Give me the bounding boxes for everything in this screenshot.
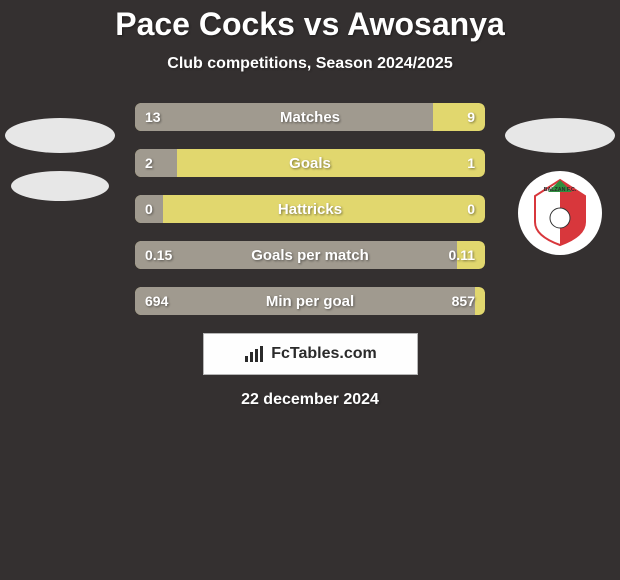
- svg-text:BALZAN F.C.: BALZAN F.C.: [544, 187, 577, 193]
- stat-right-value: 857: [452, 287, 475, 315]
- stat-right-value: 0.11: [449, 241, 475, 269]
- balzan-logo-icon: BALZAN F.C.: [525, 178, 595, 248]
- stats-area: 13 Matches 9 2 Goals 1 0 Hattricks 0 0.1…: [135, 103, 485, 409]
- stat-label: Goals per match: [135, 241, 485, 269]
- right-badges: BALZAN F.C.: [500, 118, 620, 255]
- date-text: 22 december 2024: [135, 391, 485, 409]
- stat-label: Matches: [135, 103, 485, 131]
- stat-row: 0 Hattricks 0: [135, 195, 485, 223]
- stat-label: Goals: [135, 149, 485, 177]
- brand-text: FcTables.com: [271, 345, 377, 363]
- placeholder-ellipse: [505, 118, 615, 153]
- page-title: Pace Cocks vs Awosanya: [0, 0, 620, 43]
- club-logo-balzan: BALZAN F.C.: [518, 171, 602, 255]
- brand-box[interactable]: FcTables.com: [203, 333, 418, 375]
- stat-row: 13 Matches 9: [135, 103, 485, 131]
- placeholder-ellipse: [5, 118, 115, 153]
- stat-row: 694 Min per goal 857: [135, 287, 485, 315]
- page-subtitle: Club competitions, Season 2024/2025: [0, 55, 620, 73]
- stat-right-value: 9: [467, 103, 475, 131]
- stat-row: 0.15 Goals per match 0.11: [135, 241, 485, 269]
- stat-label: Min per goal: [135, 287, 485, 315]
- stat-right-value: 0: [467, 195, 475, 223]
- placeholder-ellipse: [11, 171, 109, 201]
- stat-right-value: 1: [467, 149, 475, 177]
- stat-label: Hattricks: [135, 195, 485, 223]
- stat-row: 2 Goals 1: [135, 149, 485, 177]
- left-badges: [0, 118, 120, 201]
- bar-chart-icon: [243, 344, 267, 364]
